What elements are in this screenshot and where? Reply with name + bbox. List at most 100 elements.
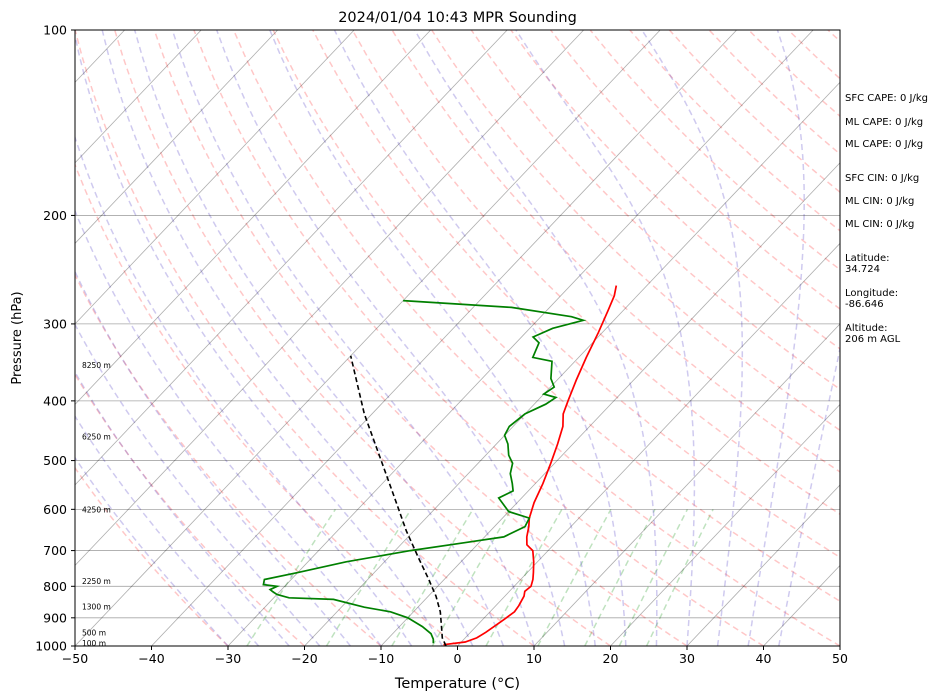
mixing-ratio-line: [325, 508, 412, 646]
moist-adiabat-line: [747, 30, 805, 646]
temperature-line: [443, 285, 618, 646]
latitude-block: Latitude: 34.724: [845, 253, 890, 275]
isotherm-line: [75, 30, 508, 486]
moist-adiabat-line: [75, 134, 413, 646]
mixing-ratio-line: [485, 508, 563, 646]
y-axis-label: Pressure (hPa): [10, 291, 25, 384]
mixing-ratio-line: [584, 508, 656, 646]
chart-title: 2024/01/04 10:43 MPR Sounding: [338, 10, 577, 26]
latitude-value: 34.724: [845, 264, 880, 275]
x-tick-label: −10: [368, 651, 394, 666]
moist-adiabat-line: [75, 322, 321, 646]
latitude-label: Latitude:: [845, 253, 890, 264]
x-tick-label: 10: [526, 651, 542, 666]
mixing-ratio-line: [618, 508, 689, 646]
dry-adiabat-line: [193, 30, 764, 646]
isotherm-line: [151, 30, 737, 646]
isotherm-line: [457, 242, 840, 646]
y-tick-label: 1000: [35, 639, 67, 654]
moist-adiabat-line: [641, 30, 744, 646]
mixing-ratio-line: [645, 508, 714, 646]
x-tick-label: 50: [832, 651, 848, 666]
dry-adiabat-line: [153, 30, 688, 646]
dry-adiabat-line: [470, 30, 840, 391]
isotherm-line: [533, 323, 840, 646]
height-label: 2250 m: [82, 577, 111, 586]
x-tick-label: −50: [62, 651, 88, 666]
sfc-cape-stat: SFC CAPE: 0 J/kg: [845, 93, 928, 104]
ml-cape-stat: ML CAPE: 0 J/kg: [845, 117, 924, 128]
x-tick-label: 40: [756, 651, 772, 666]
y-tick-label: 200: [43, 208, 67, 223]
moist-adiabat-line: [515, 30, 696, 646]
y-tick-label: 600: [43, 502, 67, 517]
moist-adiabat-line: [171, 30, 535, 646]
y-tick-label: 900: [43, 610, 67, 625]
isotherm-line: [686, 484, 840, 646]
longitude-value: -86.646: [845, 299, 884, 310]
moist-adiabat-line: [75, 269, 351, 646]
altitude-block: Altitude: 206 m AGL: [845, 323, 900, 345]
y-tick-label: 700: [43, 543, 67, 558]
moist-adiabat-line: [75, 32, 443, 646]
moist-adiabat-line: [778, 344, 840, 646]
dry-adiabat-line: [272, 30, 840, 603]
isotherm-line: [75, 30, 431, 406]
dry-adiabat-line: [75, 162, 458, 646]
isotherm-line: [75, 30, 278, 244]
moist-adiabat-line: [269, 30, 596, 646]
dry-adiabat-line: [431, 30, 840, 432]
x-tick-label: −40: [138, 651, 164, 666]
moist-adiabat-line: [75, 370, 290, 646]
isotherm-line: [227, 30, 814, 646]
isotherm-line: [75, 30, 584, 567]
x-tick-label: −30: [215, 651, 241, 666]
isotherm-line: [304, 81, 840, 646]
x-tick-label: −20: [291, 651, 317, 666]
dry-adiabat-line: [75, 30, 535, 646]
sfc-cin-stat: SFC CIN: 0 J/kg: [845, 173, 920, 184]
mixing-ratio-line: [246, 508, 337, 646]
height-label: 500 m: [82, 628, 106, 637]
ml-cin-stat-2: ML CIN: 0 J/kg: [845, 219, 915, 230]
height-label: 1300 m: [82, 602, 111, 611]
height-label: 6250 m: [82, 433, 111, 442]
x-tick-label: 0: [454, 651, 462, 666]
longitude-label: Longitude:: [845, 288, 899, 299]
dry-adiabat-line: [75, 466, 229, 646]
x-tick-label: 20: [603, 651, 619, 666]
moist-adiabat-line: [75, 456, 229, 646]
dry-adiabat-line: [312, 30, 840, 559]
dry-adiabat-line: [232, 30, 840, 646]
x-tick-label: 30: [679, 651, 695, 666]
moist-adiabat-line: [333, 30, 627, 646]
dry-adiabat-line: [391, 30, 840, 473]
y-tick-label: 800: [43, 579, 67, 594]
moist-adiabat-line: [101, 30, 474, 646]
moist-adiabat-line: [215, 30, 566, 646]
isotherm-line: [75, 30, 355, 325]
ml-cape-stat-2: ML CAPE: 0 J/kg: [845, 139, 924, 150]
moist-adiabat-line: [414, 30, 658, 646]
mixing-ratio-line: [537, 508, 612, 646]
altitude-label: Altitude:: [845, 323, 888, 334]
x-axis-label: Temperature (°C): [394, 676, 520, 692]
dry-adiabat-line: [351, 30, 840, 516]
height-label: 8250 m: [82, 361, 111, 370]
isotherm-line: [610, 403, 840, 646]
moist-adiabat-line: [133, 30, 505, 646]
y-tick-label: 500: [43, 453, 67, 468]
moist-adiabat-line: [75, 208, 382, 646]
isotherm-line: [75, 30, 202, 164]
mixing-ratio-line: [391, 508, 474, 646]
y-tick-label: 100: [43, 23, 67, 38]
height-label: 4250 m: [82, 505, 111, 514]
dry-adiabat-line: [113, 30, 611, 646]
dewpoint-line: [262, 299, 587, 644]
height-label: 100 m: [82, 639, 106, 648]
longitude-block: Longitude: -86.646: [845, 288, 898, 310]
y-tick-label: 400: [43, 393, 67, 408]
altitude-value: 206 m AGL: [845, 334, 901, 345]
dry-adiabat-line: [510, 30, 840, 350]
